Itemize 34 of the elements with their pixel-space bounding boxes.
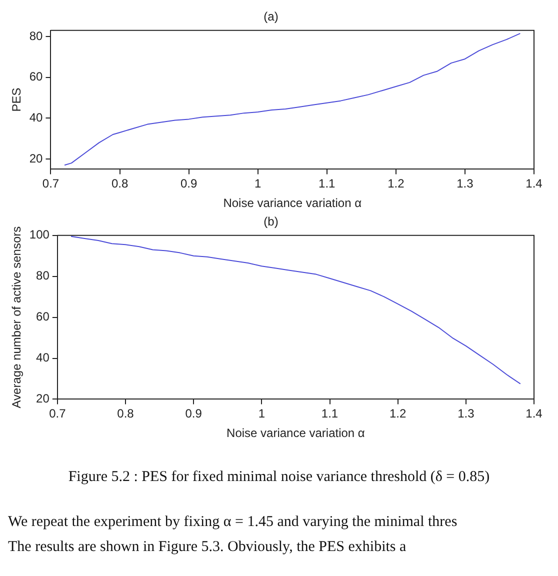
text: We repeat the experiment by fixing α = 1.45 and varying the minimal thres bbox=[8, 514, 458, 531]
caption: Figure 5.2 : PES for fixed minimal noise variance threshold (δ = 0.85) bbox=[67, 469, 491, 486]
x-axis-title: Noise variance variation α bbox=[223, 196, 362, 210]
y-tick-label: 100 bbox=[29, 228, 50, 242]
x-tick-label: 1.2 bbox=[388, 176, 405, 191]
chart-title: (a) bbox=[264, 10, 278, 24]
x-tick-label: 0.8 bbox=[111, 176, 128, 191]
y-axis-title: Average number of active sensors bbox=[10, 226, 24, 408]
y-tick-label: 60 bbox=[29, 70, 44, 84]
text: The results are shown in Figure 5.3. Obviously, the PES exhibits a bbox=[8, 539, 408, 556]
x-tick-label: 0.7 bbox=[42, 176, 60, 191]
x-tick-label: 1 bbox=[254, 176, 262, 191]
x-tick-label: 1.4 bbox=[526, 406, 543, 421]
y-tick-label: 20 bbox=[29, 151, 44, 166]
x-tick-label: 0.9 bbox=[180, 176, 198, 191]
x-tick-label: 1 bbox=[258, 406, 266, 421]
x-tick-label: 1.1 bbox=[318, 176, 336, 191]
y-tick-label: 20 bbox=[36, 392, 50, 406]
chart-title: (b) bbox=[264, 214, 278, 229]
y-tick-label: 40 bbox=[29, 110, 44, 124]
x-tick-label: 1.3 bbox=[456, 176, 474, 191]
y-tick-label: 60 bbox=[36, 310, 50, 324]
x-tick-label: 1.3 bbox=[458, 406, 475, 421]
x-tick-label: 0.9 bbox=[185, 406, 202, 421]
x-tick-label: 0.8 bbox=[117, 406, 134, 421]
x-tick-label: 1.4 bbox=[526, 176, 543, 191]
x-axis-title: Noise variance variation α bbox=[226, 426, 365, 440]
y-tick-label: 80 bbox=[29, 28, 44, 43]
y-axis-title: PES bbox=[10, 88, 24, 112]
x-tick-label: 0.7 bbox=[49, 406, 66, 421]
y-tick-label: 40 bbox=[36, 350, 50, 365]
x-tick-label: 1.1 bbox=[321, 406, 338, 421]
x-tick-label: 1.2 bbox=[389, 406, 406, 421]
y-tick-label: 80 bbox=[36, 268, 50, 283]
